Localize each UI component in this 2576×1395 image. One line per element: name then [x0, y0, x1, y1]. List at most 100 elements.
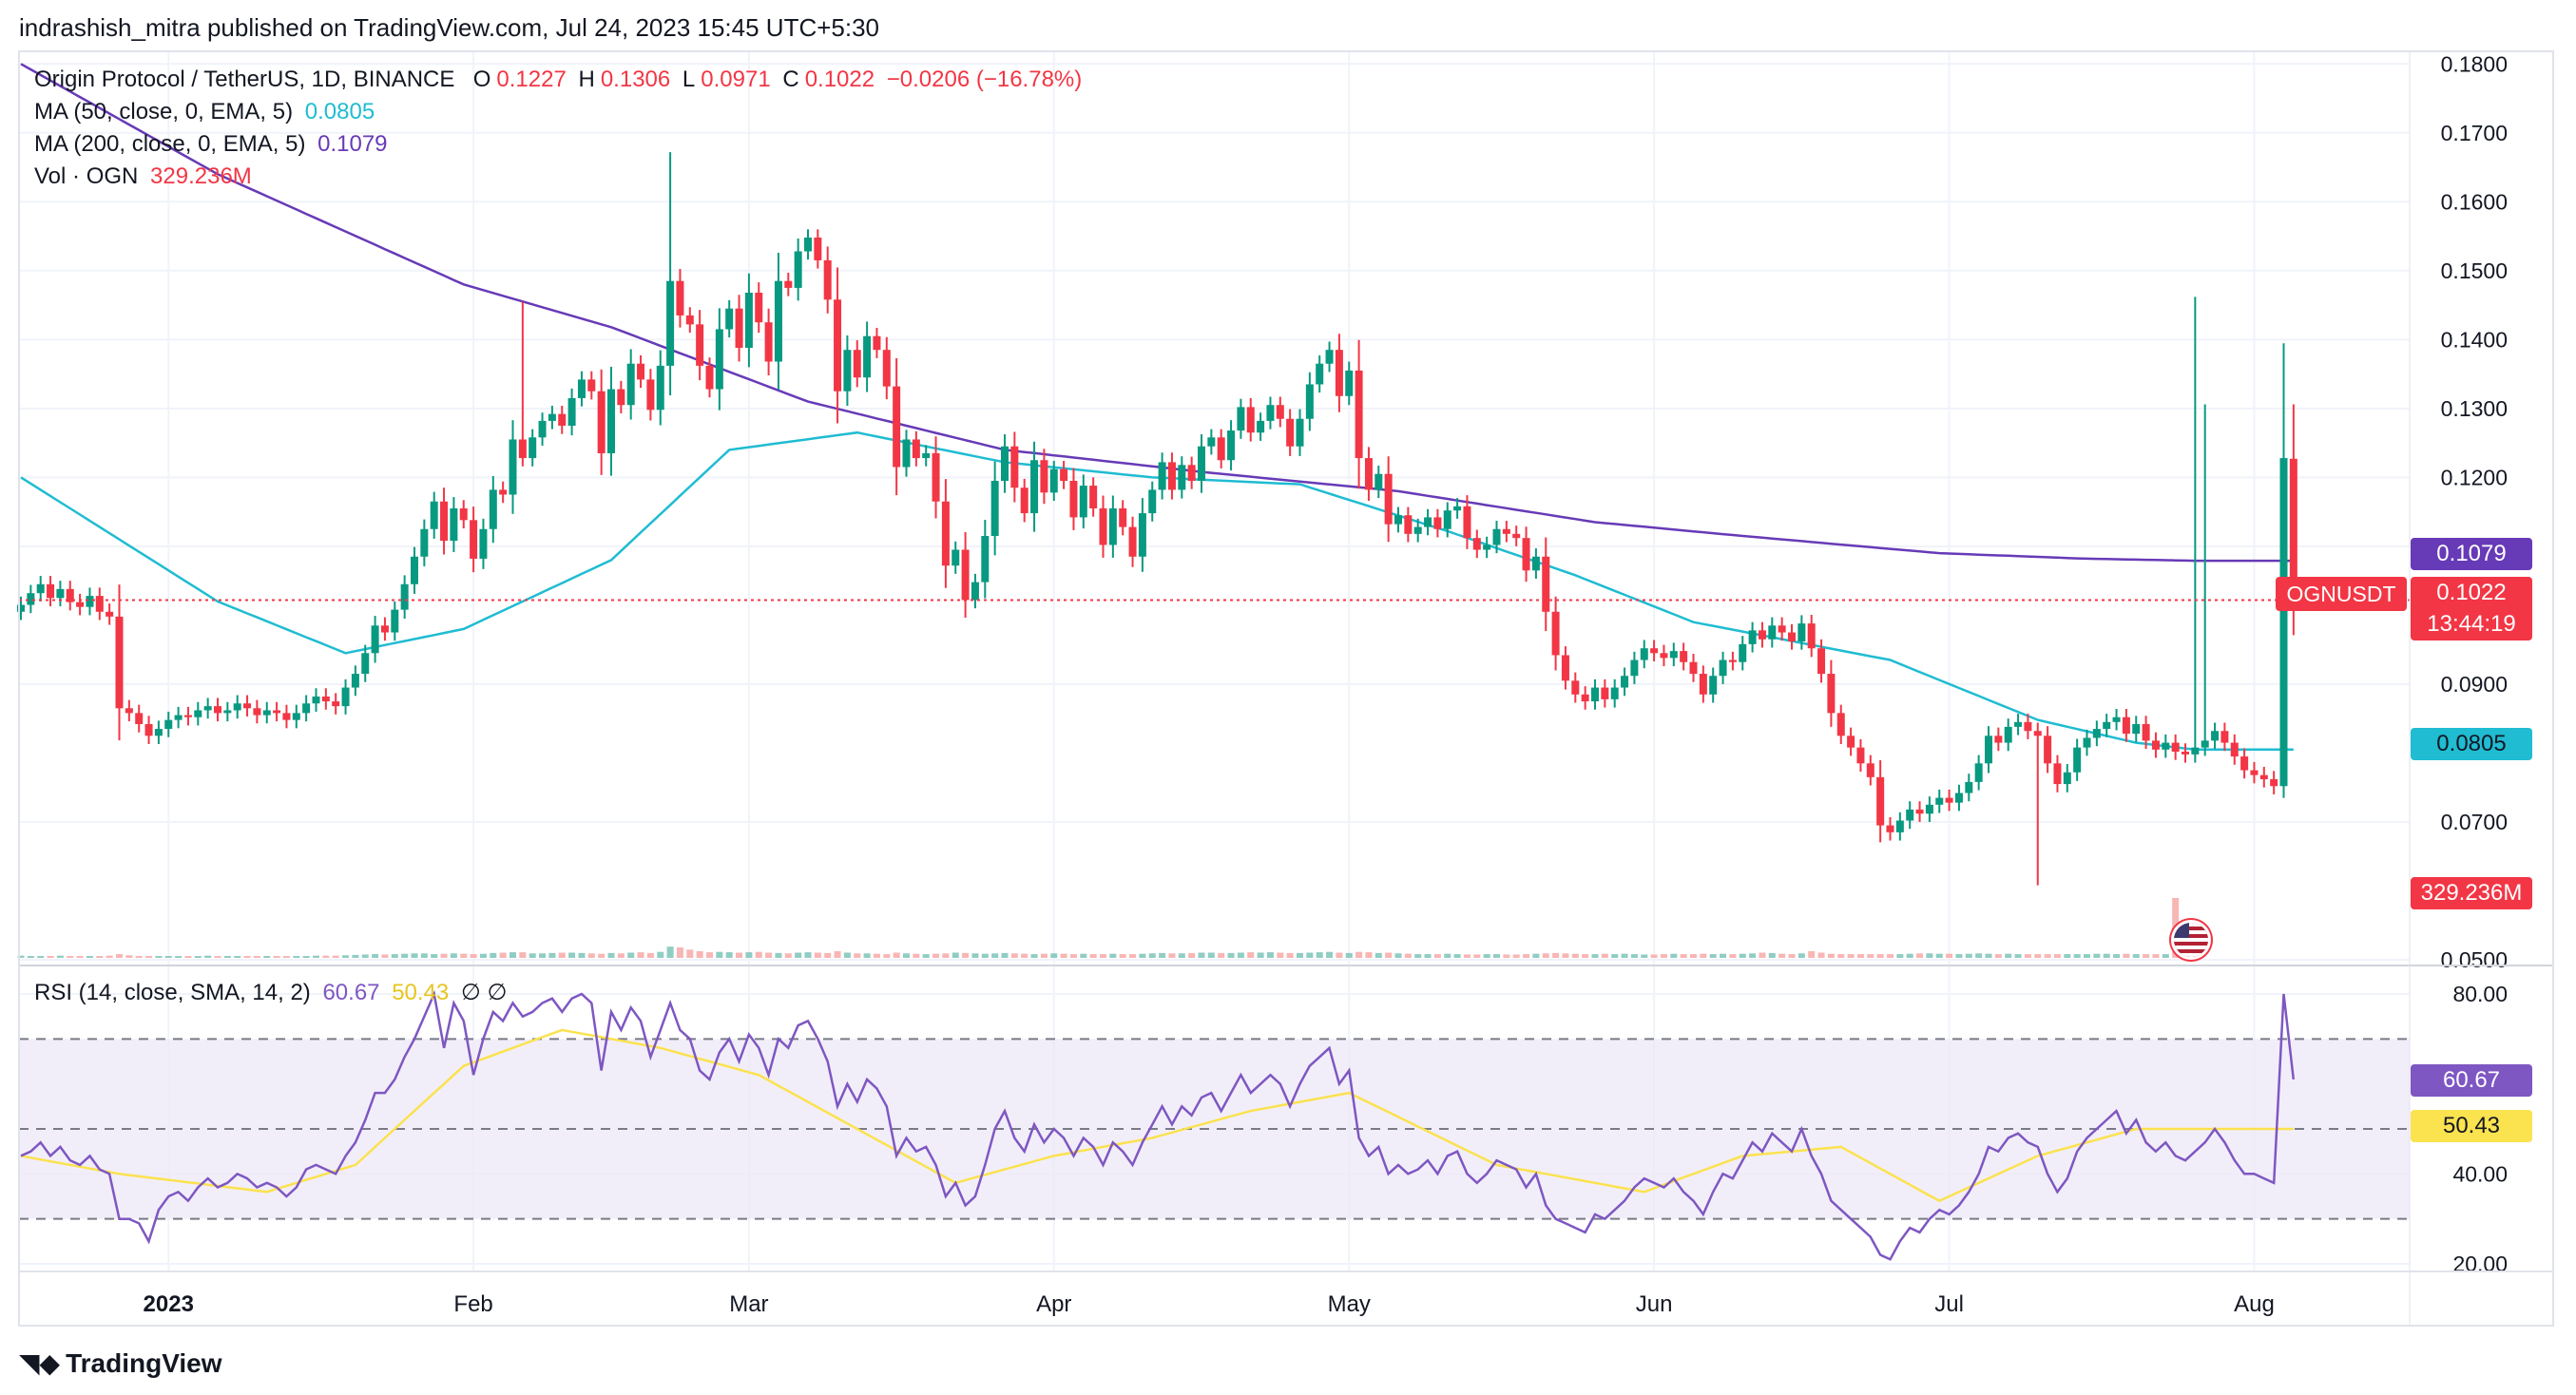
volume-bar — [223, 956, 231, 958]
candle-body — [1601, 687, 1609, 699]
time-tick-label: Feb — [453, 1291, 492, 1317]
open-label: O — [472, 67, 491, 92]
volume-bar — [775, 952, 782, 958]
volume-bar — [1571, 953, 1579, 958]
candle-body — [1483, 545, 1491, 550]
candle-body — [1965, 781, 1973, 793]
candle-body — [725, 308, 734, 330]
ma50-label: MA (50, close, 0, EMA, 5) — [34, 99, 294, 124]
volume-bar — [2053, 954, 2061, 958]
volume-bar — [942, 953, 950, 958]
candle-body — [990, 480, 999, 537]
candle-body — [1699, 674, 1707, 695]
candle-body — [1768, 625, 1777, 640]
volume-bar — [116, 954, 123, 958]
candle-body — [922, 452, 931, 459]
candle-body — [106, 611, 114, 617]
volume-bar — [1523, 954, 1530, 958]
volume-bar — [1297, 952, 1303, 958]
volume-legend: Vol · OGN 329.236M — [34, 163, 258, 190]
volume-bar — [2005, 953, 2012, 958]
price-tick-label: 0.1300 — [2441, 396, 2508, 421]
candle-body — [577, 379, 586, 398]
volume-bar — [2123, 953, 2130, 958]
volume-bar — [519, 952, 527, 958]
volume-bar — [1680, 954, 1687, 958]
volume-bar — [460, 953, 468, 958]
candle-body — [2151, 740, 2160, 750]
ma200-line-group — [20, 63, 2294, 563]
candle-body — [1856, 747, 1865, 764]
volume-bar — [313, 955, 319, 958]
candle-body — [1669, 651, 1678, 659]
candle-body — [1748, 630, 1757, 644]
volume-bar — [27, 956, 34, 958]
volume-bar — [883, 954, 891, 958]
candle-body — [1581, 694, 1589, 702]
tradingview-logo-icon: ◥◆ — [19, 1348, 61, 1378]
candle-body — [1453, 506, 1462, 511]
candle-body — [1531, 556, 1540, 571]
volume-bar — [1552, 952, 1560, 958]
volume-bar — [361, 954, 369, 958]
volume-bar — [2084, 954, 2090, 958]
candle-body — [380, 625, 389, 633]
volume-bar — [401, 953, 409, 958]
candle-body — [685, 315, 694, 325]
volume-bar — [1493, 954, 1500, 958]
rsi-tag: 60.67 — [2411, 1064, 2532, 1097]
volume-bar — [1266, 952, 1274, 958]
volume-bar — [1906, 953, 1913, 958]
ma200-price-tag: 0.1079 — [2411, 538, 2532, 570]
candle-body — [1345, 370, 1354, 396]
candle-body — [764, 322, 773, 362]
candle-body — [597, 391, 606, 453]
candle-body — [735, 308, 743, 349]
volume-bar — [922, 954, 930, 958]
price-tick-label: 0.0500 — [2441, 947, 2508, 972]
candle-body — [823, 259, 832, 300]
candle-body — [774, 280, 782, 362]
rsi-band — [19, 1039, 2410, 1219]
volume-bar — [1444, 953, 1451, 958]
candle-body — [36, 583, 45, 594]
volume-bar — [509, 952, 516, 958]
candle-body — [341, 687, 350, 707]
volume-bar — [598, 953, 606, 958]
rsi-sma-value: 50.43 — [392, 980, 450, 1005]
volume-bar — [145, 956, 153, 958]
candle-body — [538, 420, 547, 438]
volume-bar — [1896, 954, 1904, 958]
candle-body — [2171, 742, 2180, 752]
volume-bar — [1060, 953, 1067, 958]
volume-bar — [991, 953, 999, 958]
candle-body — [2092, 729, 2101, 738]
volume-bar — [282, 956, 290, 958]
volume-bar — [479, 953, 487, 958]
tradingview-logo[interactable]: ◥◆ TradingView — [19, 1347, 222, 1379]
us-flag-icon[interactable] — [2171, 920, 2211, 960]
volume-bar — [411, 953, 418, 958]
candle-body — [411, 556, 418, 584]
volume-bar — [2162, 954, 2169, 958]
volume-bar — [1050, 953, 1058, 958]
volume-bar — [1542, 953, 1549, 958]
volume-bar — [834, 950, 841, 958]
volume-bar — [1778, 953, 1786, 958]
volume-bar — [372, 954, 379, 958]
high-label: H — [578, 67, 595, 92]
volume-bar — [617, 953, 625, 958]
price-tick-label: 0.1400 — [2441, 327, 2508, 352]
volume-bar — [804, 952, 812, 958]
close-value: 0.1022 — [804, 67, 875, 92]
candle-body — [2240, 756, 2249, 771]
candle-body — [1739, 643, 1747, 662]
ma50-value: 0.0805 — [304, 99, 375, 124]
candle-body — [882, 350, 891, 387]
volume-bar — [440, 953, 448, 958]
candle-body — [1394, 515, 1402, 525]
candle-body — [2191, 747, 2200, 755]
candle-body — [1207, 437, 1216, 447]
candle-body — [351, 674, 359, 688]
